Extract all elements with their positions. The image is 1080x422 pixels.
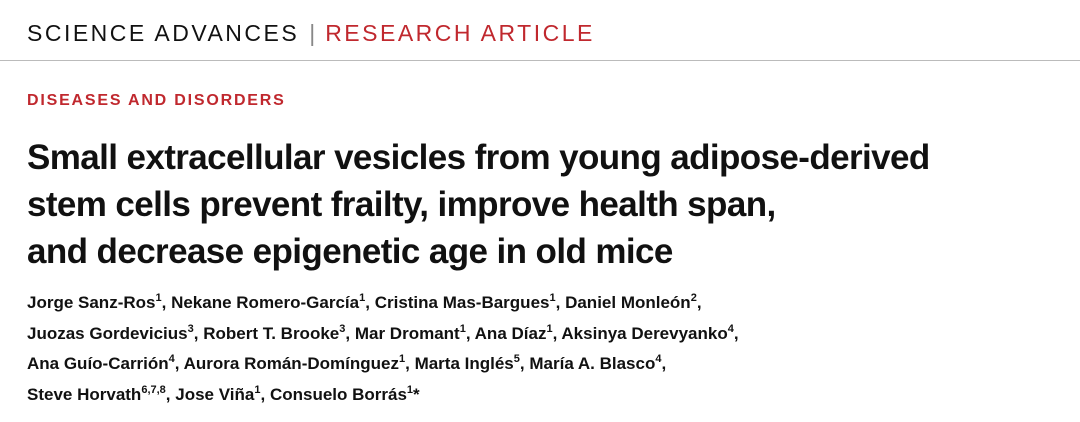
author-separator: , [519,354,525,373]
author-separator: , [733,323,739,343]
author-list: Jorge Sanz-Ros1, Nekane Romero-García1, … [27,288,739,410]
author: Daniel Monleón2, [565,292,702,313]
affiliation: 1 [549,292,556,304]
affiliation: 4 [655,353,662,365]
author-separator: , [552,323,558,343]
author-separator: , [260,384,266,404]
affiliation: 1 [398,353,406,365]
author-separator: , [161,293,167,312]
title-line: and decrease epigenetic age in old mice [27,232,673,271]
author-separator: , [555,293,561,312]
author-separator: , [365,293,370,312]
author: Jorge Sanz-Ros1, [27,292,171,313]
author-separator: , [345,323,351,343]
author: Juozas Gordevicius3, [27,322,203,343]
author: María A. Blasco4, [529,353,667,374]
author: Steve Horvath6,7,8, [27,383,175,404]
author: Nekane Romero-García1, [171,292,375,313]
author: Ana Díaz1, [474,322,562,343]
author: Cristina Mas-Bargues1, [374,292,565,313]
author-name: Aurora Román-Domínguez [183,354,399,373]
author-line: Juozas Gordevicius3, Robert T. Brooke3, … [27,319,739,350]
title-line: Small extracellular vesicles from young … [27,138,930,177]
author-separator: , [193,323,199,343]
author: Jose Viña1, [175,383,270,404]
affiliation: 3 [339,322,346,335]
author-separator: , [465,323,471,343]
affiliation: 1 [254,383,261,396]
author-name: Marta Inglés [414,354,514,373]
affiliation: 5 [513,353,520,365]
author-separator: , [405,354,410,373]
author: Consuelo Borrás1* [269,383,420,404]
author-name: Robert T. Brooke [203,323,340,343]
author-name: Juozas Gordevicius [27,323,188,343]
author: Aksinya Derevyanko4, [561,322,739,343]
author-name: María A. Blasco [529,354,656,373]
affiliation: 4 [727,322,734,335]
author-line: Ana Guío-Carrión4, Aurora Román-Domíngue… [27,349,739,380]
author-line: Jorge Sanz-Ros1, Nekane Romero-García1, … [27,288,739,319]
affiliation: 1 [459,322,466,335]
author-separator: , [661,354,667,373]
author-separator: , [174,354,180,373]
author-name: Ana Díaz [474,323,547,343]
author-separator: * [413,384,420,404]
affiliation: 1 [155,292,162,304]
journal-header: SCIENCE ADVANCES | RESEARCH ARTICLE [27,20,595,47]
title-line: stem cells prevent frailty, improve heal… [27,185,776,224]
author-separator: , [165,384,171,404]
article-title: Small extracellular vesicles from young … [27,134,930,275]
author-name: Steve Horvath [27,384,142,404]
author-name: Consuelo Borrás [269,384,407,404]
author: Ana Guío-Carrión4, [27,353,184,374]
author-name: Ana Guío-Carrión [27,354,169,373]
author: Aurora Román-Domínguez1, [183,353,415,374]
journal-name: SCIENCE ADVANCES [27,20,300,46]
affiliation: 4 [168,353,175,365]
author-name: Daniel Monleón [565,293,691,312]
author: Robert T. Brooke3, [203,322,355,343]
author-line: Steve Horvath6,7,8, Jose Viña1, Consuelo… [27,380,739,411]
author-name: Jose Viña [175,384,255,404]
author-name: Jorge Sanz-Ros [27,293,156,312]
author-name: Nekane Romero-García [171,293,360,312]
author-name: Mar Dromant [354,323,460,343]
affiliation: 2 [690,292,697,304]
article-type: RESEARCH ARTICLE [325,20,595,46]
affiliation: 3 [187,322,194,335]
author-name: Cristina Mas-Bargues [374,293,550,312]
category: DISEASES AND DISORDERS [27,92,286,109]
author-name: Aksinya Derevyanko [561,323,728,343]
author: Mar Dromant1, [354,322,475,343]
affiliation: 1 [359,292,366,304]
affiliation: 1 [406,383,414,396]
author-separator: , [696,293,702,312]
affiliation: 1 [546,322,553,335]
author: Marta Inglés5, [414,353,530,374]
header-separator: | [309,20,316,46]
header-rule [0,60,1080,61]
affiliation: 6,7,8 [141,383,166,396]
